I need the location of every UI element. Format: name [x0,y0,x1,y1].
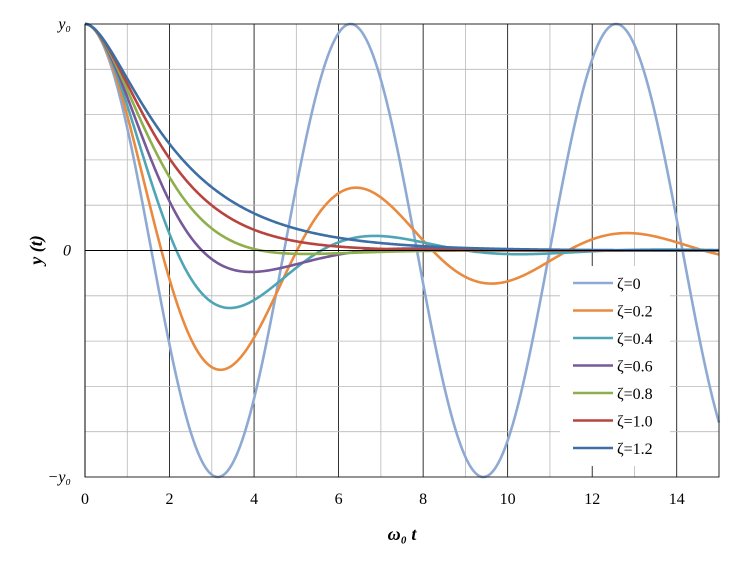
x-tick-label: 0 [81,491,89,508]
legend-label: ζ=0.2 [617,304,653,321]
legend: ζ=0 ζ=0.2 ζ=0.4 ζ=0.6 ζ=0.8 ζ=1.0 ζ=1.2 [560,266,670,466]
series-line-ζ=0 [84,22,721,479]
y-tick-label: y₀ [56,16,71,33]
legend-label: ζ=0 [617,276,641,293]
x-tick-label: 14 [669,491,685,508]
x-tick-label: 2 [166,491,174,508]
legend-label: ζ=0.6 [617,359,653,376]
y-tick-label: 0 [63,243,71,260]
y-tick-labels: y₀ 0 −y₀ [48,16,71,486]
series-curves [84,22,721,479]
legend-label: ζ=1.2 [617,441,653,458]
legend-label: ζ=0.4 [617,331,653,348]
y-axis-title: y (t) [26,235,47,266]
x-tick-label: 10 [500,491,516,508]
x-tick-label: 8 [419,491,427,508]
x-tick-labels: 0 2 4 6 8 10 12 14 [81,491,685,508]
legend-label: ζ=0.8 [617,386,653,403]
x-axis-title: ω₀ t [388,524,418,544]
legend-label: ζ=1.0 [617,414,653,431]
y-tick-label: −y₀ [48,469,71,486]
x-tick-label: 6 [335,491,343,508]
series-line-ζ=0.2 [84,22,720,372]
x-tick-label: 4 [250,491,258,508]
series-line-ζ=0.6 [84,22,720,274]
x-tick-label: 12 [584,491,600,508]
axes [84,23,720,478]
